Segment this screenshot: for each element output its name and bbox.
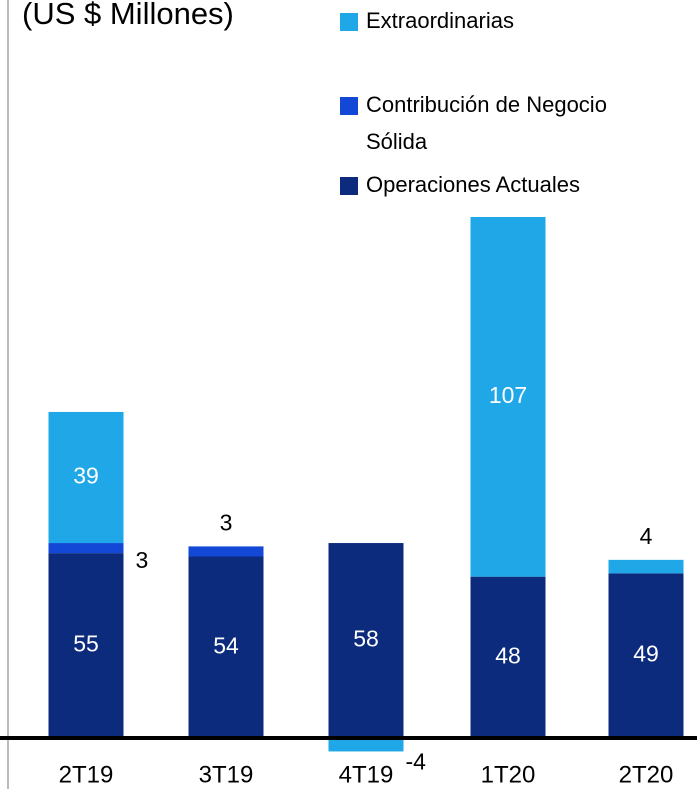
- legend-swatch: [340, 97, 358, 115]
- x-tick-label: 3T19: [199, 761, 254, 788]
- bar-segment: [608, 559, 684, 574]
- value-label: 48: [495, 642, 521, 668]
- legend-item: Operaciones Actuales: [340, 166, 666, 203]
- value-label: 54: [213, 632, 239, 658]
- bar-segment: [48, 543, 124, 554]
- value-label: 3: [136, 547, 149, 573]
- chart-title: (US $ Millones): [22, 0, 234, 31]
- bar-segment: [608, 573, 684, 738]
- x-tick-label: 2T19: [59, 761, 114, 788]
- value-label: 49: [633, 641, 659, 667]
- legend-swatch: [340, 13, 358, 31]
- value-label: 4: [640, 523, 653, 549]
- legend-label: Operaciones Actuales: [366, 172, 581, 197]
- legend-label: Contribución de Negocio Sólida: [366, 92, 607, 154]
- bar-segment: [328, 738, 404, 752]
- value-label: 39: [73, 463, 99, 489]
- bar-segment: [188, 556, 264, 738]
- x-tick-label: 1T20: [481, 761, 536, 788]
- legend-item: Contribución de Negocio Sólida: [340, 86, 666, 160]
- bar-segment: [470, 217, 546, 577]
- legend-item: Extraordinarias: [340, 2, 666, 39]
- value-label: 3: [220, 509, 233, 535]
- value-label: 55: [73, 631, 99, 657]
- x-tick-label: 4T19: [339, 761, 394, 788]
- value-label: 58: [353, 626, 379, 652]
- legend-swatch: [340, 177, 358, 195]
- value-label: -4: [406, 749, 427, 775]
- bar-segment: [48, 553, 124, 738]
- bar-segment: [470, 576, 546, 738]
- value-label: 107: [489, 382, 527, 408]
- legend-label: Extraordinarias: [366, 8, 514, 33]
- bar-segment: [48, 411, 124, 544]
- bar-segment: [328, 543, 404, 738]
- bar-segment: [188, 546, 264, 557]
- x-tick-label: 2T20: [619, 761, 674, 788]
